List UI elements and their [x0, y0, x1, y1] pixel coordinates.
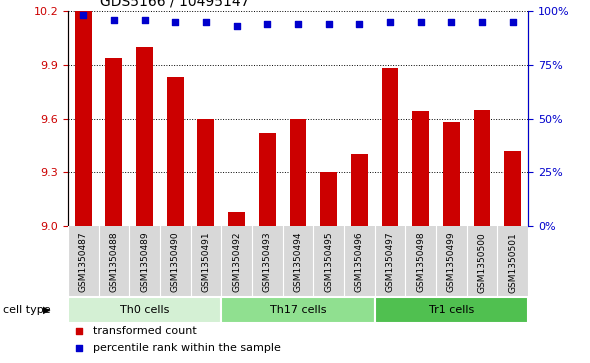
Point: [447, 19, 456, 25]
Text: GSM1350498: GSM1350498: [416, 232, 425, 293]
Text: GSM1350494: GSM1350494: [293, 232, 303, 292]
Point: [201, 19, 211, 25]
Text: GSM1350500: GSM1350500: [477, 232, 487, 293]
Bar: [136, 47, 153, 226]
Bar: [320, 172, 337, 226]
Bar: [504, 151, 521, 226]
Point: [78, 12, 88, 18]
Point: [74, 328, 84, 334]
Text: Th0 cells: Th0 cells: [120, 305, 169, 315]
Text: GSM1350488: GSM1350488: [109, 232, 119, 293]
Bar: [474, 110, 490, 226]
Point: [171, 19, 180, 25]
Point: [355, 21, 364, 27]
Text: GSM1350491: GSM1350491: [201, 232, 211, 293]
Bar: [412, 111, 429, 226]
Point: [109, 17, 119, 23]
Bar: [198, 118, 214, 226]
Bar: [290, 118, 306, 226]
Text: GSM1350493: GSM1350493: [263, 232, 272, 293]
Point: [508, 19, 517, 25]
Text: GSM1350501: GSM1350501: [508, 232, 517, 293]
Point: [324, 21, 333, 27]
Bar: [68, 297, 221, 323]
Point: [74, 345, 84, 351]
Text: cell type: cell type: [3, 305, 51, 315]
Point: [263, 21, 272, 27]
Text: Tr1 cells: Tr1 cells: [429, 305, 474, 315]
Point: [140, 17, 149, 23]
Bar: [75, 11, 91, 226]
Text: GSM1350489: GSM1350489: [140, 232, 149, 293]
Text: GSM1350496: GSM1350496: [355, 232, 364, 293]
Bar: [382, 68, 398, 226]
Point: [416, 19, 425, 25]
Point: [385, 19, 395, 25]
Bar: [351, 154, 368, 226]
Bar: [221, 297, 375, 323]
Bar: [443, 122, 460, 226]
Text: Th17 cells: Th17 cells: [270, 305, 326, 315]
Text: GSM1350490: GSM1350490: [171, 232, 180, 293]
Bar: [228, 212, 245, 226]
Point: [232, 23, 241, 29]
Text: GSM1350487: GSM1350487: [78, 232, 88, 293]
Text: percentile rank within the sample: percentile rank within the sample: [93, 343, 281, 353]
Bar: [106, 57, 122, 226]
Text: GSM1350492: GSM1350492: [232, 232, 241, 292]
Text: GDS5166 / 10495147: GDS5166 / 10495147: [100, 0, 250, 8]
Text: GSM1350499: GSM1350499: [447, 232, 456, 293]
Point: [477, 19, 487, 25]
Text: GSM1350495: GSM1350495: [324, 232, 333, 293]
Bar: [167, 77, 183, 226]
Bar: [375, 297, 528, 323]
Bar: [259, 133, 276, 226]
Text: GSM1350497: GSM1350497: [385, 232, 395, 293]
Text: ▶: ▶: [42, 305, 50, 315]
Point: [293, 21, 303, 27]
Text: transformed count: transformed count: [93, 326, 197, 336]
